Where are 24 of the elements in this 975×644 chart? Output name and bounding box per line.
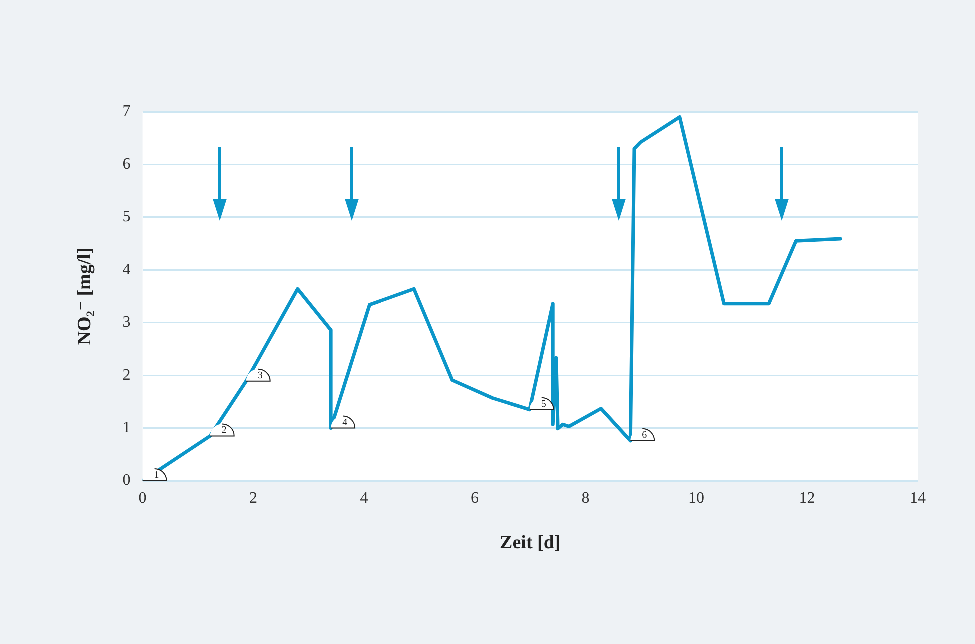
annotation: 5	[541, 398, 546, 410]
x-tick-label: 14	[910, 490, 926, 507]
y-tick-label: 4	[122, 261, 131, 278]
annotation: 4	[342, 417, 348, 428]
x-axis-title: Zeit [d]	[500, 532, 561, 554]
x-tick-label: 10	[688, 490, 705, 507]
x-tick-label: 0	[138, 490, 147, 507]
y-tick-label: 2	[122, 366, 131, 384]
x-tick-label: 2	[250, 490, 258, 507]
y-tick-label: 7	[122, 103, 131, 120]
annotation: 1	[154, 470, 160, 481]
x-tick-label: 12	[799, 490, 816, 507]
y-tick-label: 1	[122, 419, 131, 436]
y-tick-label: 3	[122, 314, 131, 332]
x-tick-label: 8	[582, 490, 590, 507]
annotation: 3	[258, 370, 263, 382]
x-tick-label: 4	[360, 490, 368, 507]
y-tick-label: 5	[122, 208, 131, 226]
y-tick-label: 0	[122, 472, 131, 490]
y-tick-label: 6	[122, 156, 131, 173]
annotation: 6	[642, 430, 648, 441]
annotation: 2	[222, 425, 227, 436]
y-axis-title: NO₂⁻ [mg/l]	[74, 248, 96, 346]
x-tick-label: 6	[471, 490, 480, 507]
